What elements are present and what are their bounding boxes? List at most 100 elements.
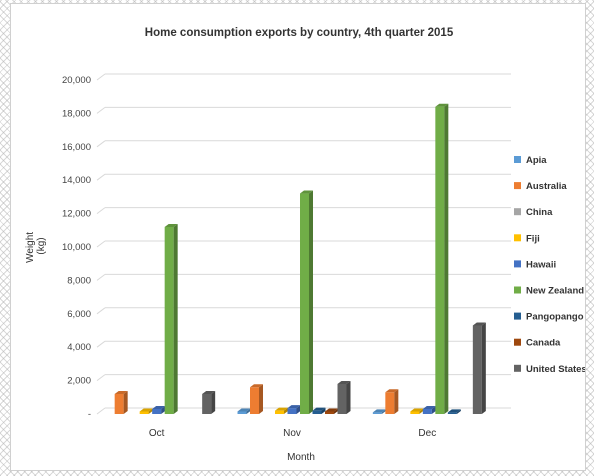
bar-top	[325, 408, 338, 412]
bar-united-states-oct	[202, 390, 216, 414]
bar-fiji-dec	[410, 408, 424, 414]
legend-swatch	[514, 182, 521, 190]
legend: Apia Australia China Fiji Hawaii New Zealand P…	[514, 155, 585, 375]
x-ticks: Oct Nov Dec	[149, 428, 436, 439]
bar-pangopango-dec	[447, 409, 461, 414]
bar-pangopango-nov	[312, 407, 326, 414]
bar-side	[419, 408, 424, 414]
bar-top	[447, 409, 461, 413]
legend-label: New Zealand	[526, 286, 584, 297]
bar-front	[435, 106, 445, 414]
legend-item-australia: Australia	[514, 181, 567, 192]
bar-top	[312, 407, 326, 411]
bar-united-states-dec	[472, 322, 486, 414]
bar-apia-nov	[237, 408, 251, 414]
legend-label: Apia	[526, 155, 547, 166]
y-tick-label: 10,000	[62, 242, 91, 253]
bar-top	[472, 322, 486, 326]
bar-australia-dec	[385, 389, 399, 414]
legend-item-new-zealand: New Zealand	[514, 286, 584, 297]
gridline-diag	[96, 307, 106, 315]
gridline-diag	[96, 340, 106, 348]
y-tick-label: 16,000	[62, 142, 91, 153]
gridline-diag	[96, 240, 106, 248]
legend-label: China	[526, 207, 553, 218]
bar-side	[246, 408, 251, 414]
chart: - 2,000 4,000 6,000 8,000 10,000 12,000 14,000 1…	[25, 27, 585, 463]
x-tick-label: Dec	[418, 428, 436, 439]
bar-front	[300, 193, 309, 414]
legend-swatch	[514, 208, 521, 216]
bar-front	[410, 411, 420, 414]
bar-side	[309, 190, 313, 414]
legend-label: Canada	[526, 338, 561, 349]
bar-new-zealand-oct	[164, 223, 178, 414]
legend-label: United States	[526, 364, 585, 375]
bar-front	[275, 410, 284, 414]
bar-side	[148, 408, 153, 414]
bar-side	[456, 409, 461, 414]
chart-title: Home consumption exports by country, 4th…	[145, 27, 454, 39]
bar-top	[152, 405, 166, 409]
y-tick-label: -	[88, 409, 91, 420]
bar-front	[372, 412, 382, 414]
bar-top	[385, 389, 399, 393]
y-tick-label: 6,000	[67, 309, 91, 320]
y-axis-title: Weight (kg)	[25, 229, 47, 263]
bar-top	[372, 409, 386, 413]
legend-swatch	[514, 156, 521, 163]
bar-side	[481, 322, 486, 414]
bar-united-states-nov	[337, 380, 351, 414]
bar-front	[237, 411, 247, 414]
gridline-diag	[96, 407, 106, 415]
chart-frame: - 2,000 4,000 6,000 8,000 10,000 12,000 14,000 1…	[10, 3, 586, 471]
bar-side	[394, 389, 399, 414]
y-tick-label: 12,000	[62, 209, 91, 220]
bar-fiji-oct	[139, 408, 153, 414]
bar-new-zealand-dec	[435, 103, 449, 414]
bar-front	[139, 411, 149, 414]
bar-side	[431, 405, 436, 414]
legend-swatch	[514, 338, 521, 346]
bar-side	[123, 390, 128, 414]
bar-side	[259, 384, 263, 414]
gridline-diag	[96, 173, 106, 181]
bar-side	[444, 103, 449, 414]
bar-top	[410, 408, 424, 412]
gridline-diag	[96, 273, 106, 281]
bar-australia-nov	[250, 384, 263, 414]
y-tick-label: 8,000	[67, 275, 91, 286]
bar-side	[173, 223, 178, 414]
bar-top	[164, 223, 178, 227]
gridline-diag	[96, 73, 106, 81]
legend-item-pangopango: Pangopango	[514, 312, 584, 323]
bar-australia-oct	[114, 390, 128, 414]
bar-hawaii-nov	[287, 405, 301, 414]
legend-item-china: China	[514, 207, 553, 218]
x-axis-title: Month	[287, 452, 315, 463]
bar-top	[202, 390, 216, 394]
bar-front	[325, 411, 334, 414]
bar-side	[381, 409, 386, 414]
bar-side	[284, 407, 288, 414]
bar-new-zealand-nov	[300, 190, 313, 414]
bar-front	[312, 410, 322, 414]
y-tick-label: 20,000	[62, 75, 91, 86]
bar-top	[250, 384, 263, 388]
x-tick-label: Nov	[283, 428, 301, 439]
bar-top	[422, 405, 436, 409]
bar-hawaii-dec	[422, 405, 436, 414]
bar-top	[114, 390, 128, 394]
legend-label: Australia	[526, 181, 567, 192]
bar-top	[337, 380, 351, 384]
y-ticks: - 2,000 4,000 6,000 8,000 10,000 12,000 14,000 1…	[62, 75, 91, 420]
bar-side	[321, 407, 326, 414]
bar-front	[152, 408, 162, 414]
bar-top	[275, 407, 288, 411]
legend-item-apia: Apia	[514, 155, 547, 166]
y-tick-label: 18,000	[62, 108, 91, 119]
bar-top	[300, 190, 313, 194]
legend-swatch	[514, 260, 521, 268]
bar-canada-nov	[325, 408, 338, 414]
bar-front	[287, 408, 297, 414]
